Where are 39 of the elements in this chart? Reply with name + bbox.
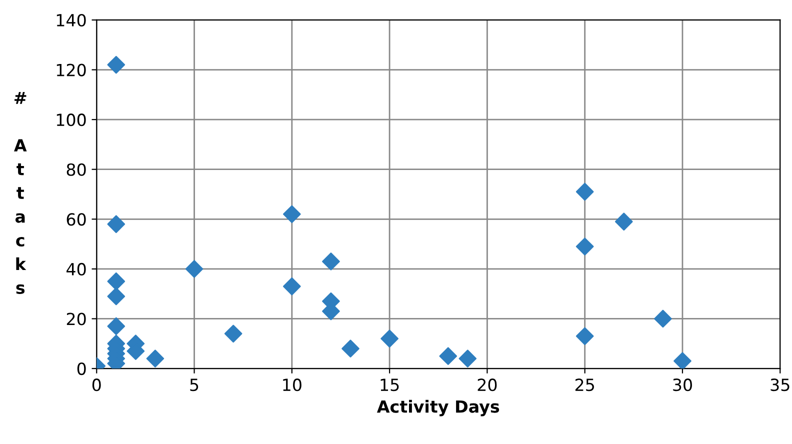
point xyxy=(576,238,594,256)
y-tick-label: 20 xyxy=(66,312,86,326)
x-tick-label: 25 xyxy=(575,378,594,392)
y-tick-label: 120 xyxy=(56,64,86,76)
point xyxy=(576,182,594,201)
point xyxy=(224,324,242,343)
point xyxy=(576,327,594,346)
y-tick-label: 0 xyxy=(77,362,86,376)
point xyxy=(674,352,692,369)
point xyxy=(107,287,126,306)
x-tick-label: 0 xyxy=(92,378,101,392)
y-tick-label: 60 xyxy=(66,213,86,226)
x-tick-label: 10 xyxy=(283,378,302,392)
point xyxy=(342,340,360,358)
point xyxy=(146,350,164,368)
point xyxy=(282,277,301,296)
x-tick-label: 30 xyxy=(673,378,692,392)
y-tick-label: 140 xyxy=(56,14,86,27)
y-tick-label: 100 xyxy=(56,114,86,126)
point xyxy=(107,56,126,74)
text: # A t t a c k s xyxy=(14,92,27,294)
point xyxy=(614,212,633,231)
x-tick-label: 5 xyxy=(190,378,198,392)
point xyxy=(107,317,126,336)
point xyxy=(185,260,204,278)
point xyxy=(107,215,126,234)
y-tick-label: 40 xyxy=(66,262,86,276)
point xyxy=(380,330,398,348)
point xyxy=(322,252,340,270)
point xyxy=(654,310,672,328)
point xyxy=(107,272,126,290)
y-tick-label: 80 xyxy=(66,163,86,176)
point xyxy=(282,205,301,224)
x-tick-label: 15 xyxy=(380,378,399,392)
point xyxy=(458,350,477,368)
x-axis-title: Activity Days xyxy=(376,400,500,416)
x-tick-label: 35 xyxy=(770,378,790,392)
point xyxy=(439,347,458,365)
x-tick-label: 20 xyxy=(478,378,497,392)
